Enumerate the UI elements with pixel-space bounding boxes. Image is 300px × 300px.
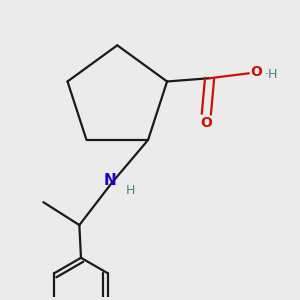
Text: O: O [250,65,262,79]
Text: ·H: ·H [265,68,278,81]
Text: N: N [104,173,117,188]
Text: O: O [200,116,212,130]
Text: H: H [126,184,135,197]
